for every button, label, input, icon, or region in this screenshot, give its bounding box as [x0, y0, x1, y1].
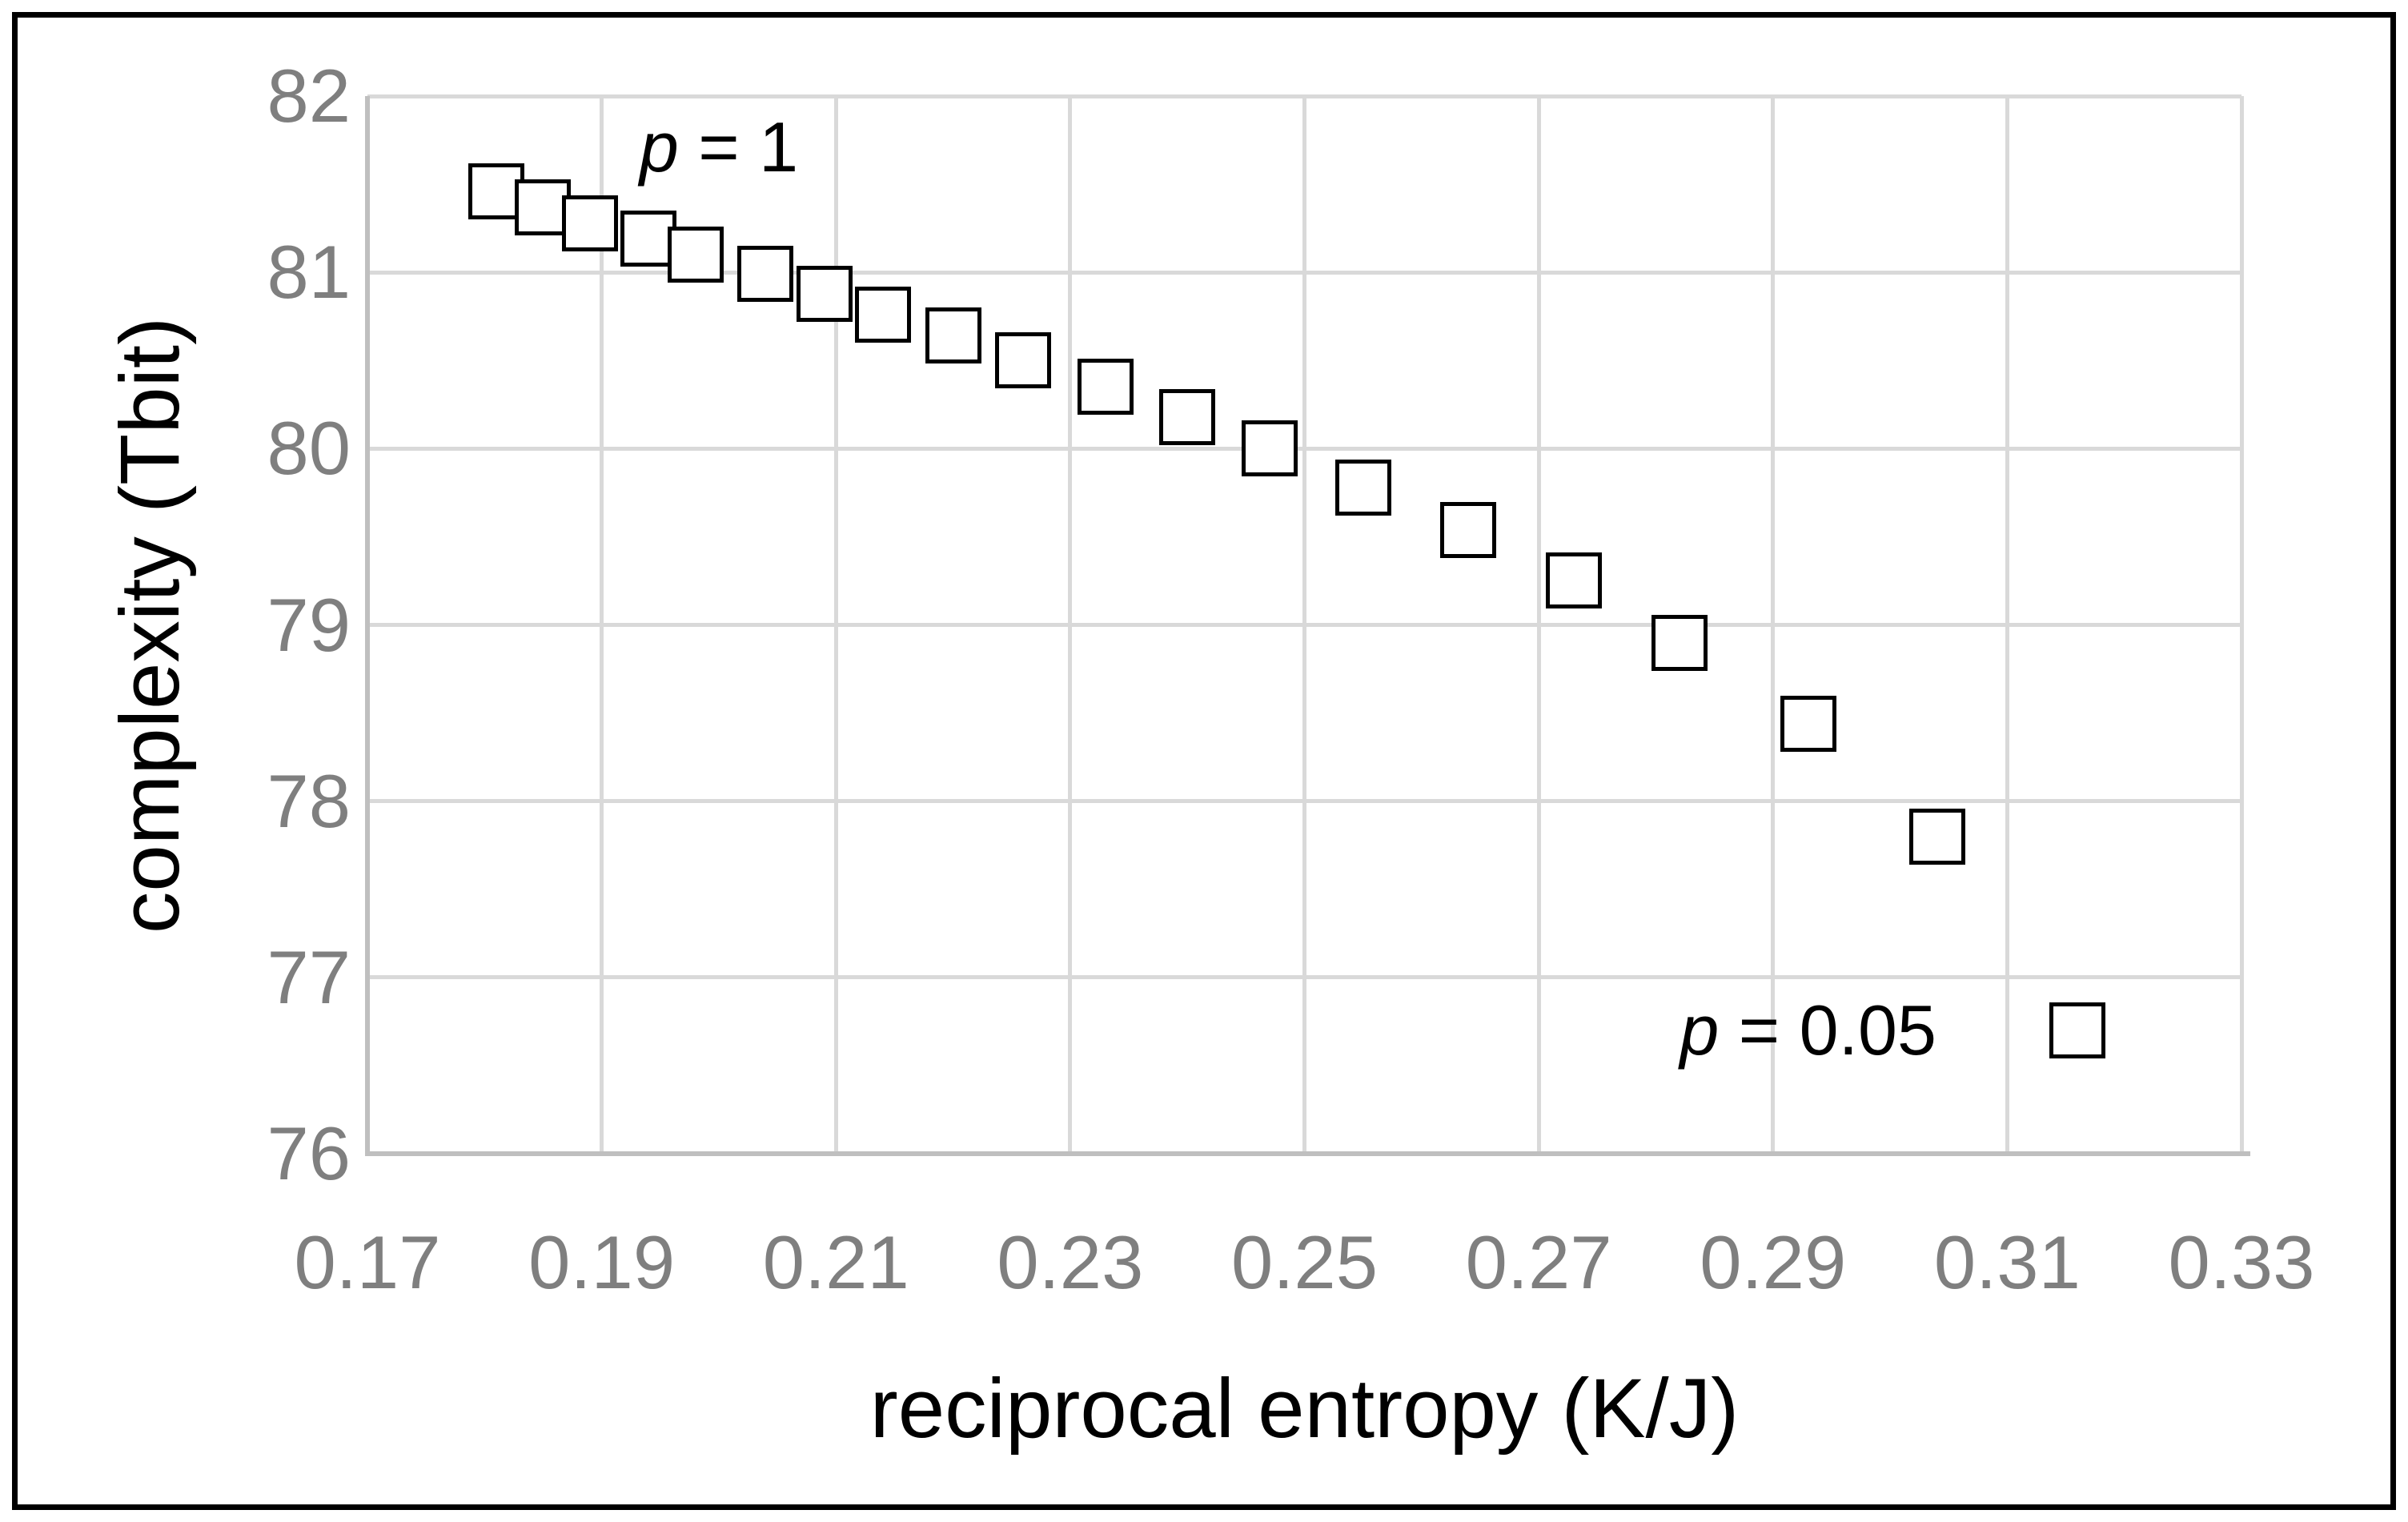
x-axis-tick-label: 0.31 [1933, 1220, 2081, 1304]
horizontal-gridline [367, 623, 2241, 627]
x-axis-tick-label: 0.29 [1700, 1220, 1847, 1304]
data-point-marker [737, 246, 794, 303]
annotation-variable: p [639, 106, 679, 187]
data-point-marker [1651, 614, 1708, 671]
horizontal-gridline [367, 270, 2241, 275]
figure-border [12, 12, 2396, 1510]
data-point-marker [1440, 501, 1497, 558]
data-point-marker [561, 195, 618, 251]
annotation-text: = 0.05 [1719, 990, 1936, 1070]
horizontal-gridline [367, 94, 2241, 98]
vertical-gridline [2239, 96, 2244, 1154]
data-point-marker [925, 307, 981, 364]
annotation-text: = 1 [678, 106, 799, 187]
series-label-annotation: p = 1 [640, 106, 798, 188]
x-axis-tick-label: 0.17 [294, 1220, 441, 1304]
data-point-marker [796, 265, 853, 322]
y-axis-tick-label: 76 [267, 1111, 351, 1195]
x-axis-tick-label: 0.25 [1231, 1220, 1378, 1304]
data-point-marker [1334, 459, 1391, 516]
data-point-marker [995, 332, 1052, 389]
horizontal-gridline [367, 446, 2241, 451]
y-axis-tick-label: 78 [267, 758, 351, 843]
y-axis-tick-label: 77 [267, 934, 351, 1019]
data-point-marker [468, 163, 524, 219]
x-axis-tick-label: 0.19 [528, 1220, 676, 1304]
data-point-marker [2049, 1002, 2106, 1058]
y-axis-tick-label: 80 [267, 406, 351, 491]
data-point-marker [1241, 420, 1298, 477]
data-point-marker [1159, 388, 1216, 445]
y-axis-title: complexity (Tbit) [103, 316, 197, 934]
y-axis-tick-label: 79 [267, 582, 351, 667]
x-axis-tick-label: 0.27 [1465, 1220, 1612, 1304]
data-point-marker [1780, 695, 1836, 752]
x-axis-title: reciprocal entropy (K/J) [869, 1362, 1740, 1456]
data-point-marker [854, 287, 911, 343]
data-point-marker [620, 211, 677, 267]
x-axis-line [365, 1151, 2250, 1156]
y-axis-tick-label: 82 [267, 54, 351, 138]
x-axis-tick-label: 0.21 [762, 1220, 909, 1304]
y-axis-line [365, 96, 370, 1154]
y-axis-tick-label: 81 [267, 230, 351, 315]
x-axis-tick-label: 0.23 [997, 1220, 1144, 1304]
horizontal-gridline [367, 799, 2241, 804]
data-point-marker [1908, 808, 1965, 865]
x-axis-tick-label: 0.33 [2168, 1220, 2315, 1304]
data-point-marker [667, 227, 724, 283]
annotation-variable: p [1680, 990, 1720, 1070]
horizontal-gridline [367, 975, 2241, 980]
data-point-marker [1546, 552, 1603, 609]
data-point-marker [1077, 359, 1134, 416]
series-label-annotation: p = 0.05 [1680, 990, 1936, 1071]
